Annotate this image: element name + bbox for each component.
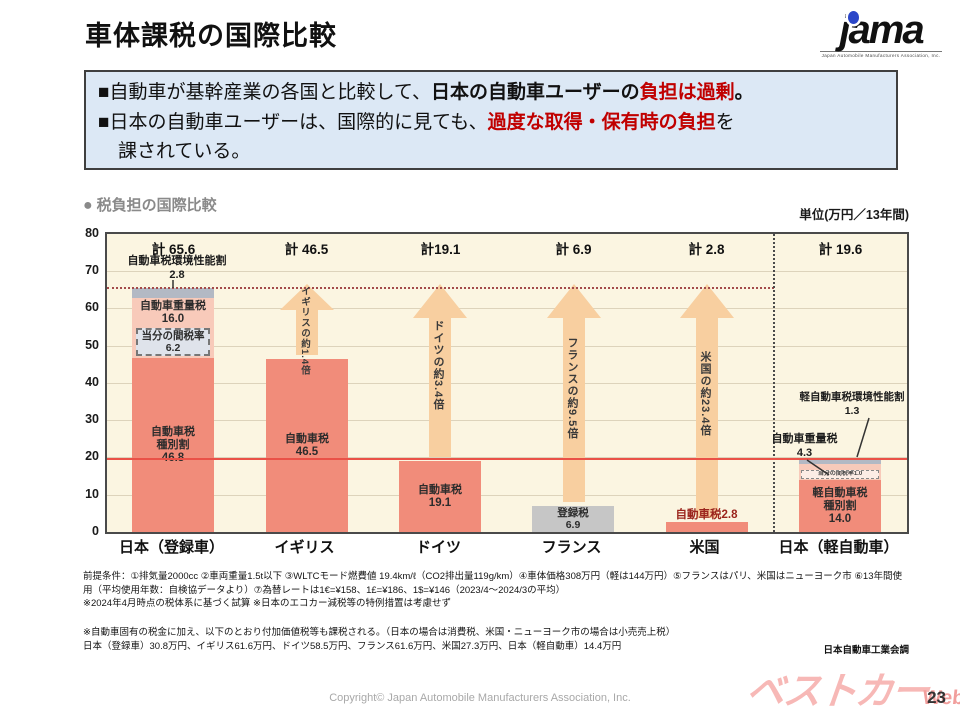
total-kei: 計 19.6 [818,242,863,257]
bar-germany: 自動車税 19.1 [399,461,481,532]
gridline-70 [107,271,907,272]
temporary-rate-note: 当分の間税率 6.2 [136,328,210,356]
total-france: 計 6.9 [555,242,592,257]
segment-vehicle-tax: 自動車税 種別割 46.8 [132,358,214,532]
arrow-head-icon [547,284,601,318]
total-us: 計 2.8 [688,242,725,257]
gridline-60 [107,308,907,309]
xlabel-japan-kei: 日本（軽自動車） [778,539,899,556]
jama-logo-text: jama [839,8,924,52]
kei-section-separator [773,234,775,532]
pointer-line-kei-env [856,417,870,458]
ytick-60: 60 [85,300,99,314]
xlabel-uk: イギリス [274,539,335,556]
ytick-70: 70 [85,263,99,277]
arrow-shaft [563,318,585,502]
annotation-kei-weight-tax: 自動車重量税 4.3 [771,433,838,459]
gridline-40 [107,383,907,384]
segment-registration-tax: 登録税 6.9 [532,506,614,532]
page-title: 車体課税の国際比較 [85,21,337,51]
bar-france: 登録税 6.9 [532,506,614,532]
arrow-shaft [296,310,318,355]
copyright-text: Copyright© Japan Automobile Manufacturer… [329,692,631,704]
segment-vehicle-tax: 自動車税 19.1 [399,461,481,532]
xlabel-japan-registered: 日本（登録車） [118,539,224,556]
ytick-80: 80 [85,226,99,240]
segment-weight-tax: 自動車重量税 16.0 当分の間税率 6.2 [132,298,214,358]
chart-heading: ● 税負担の国際比較 [83,197,217,214]
summary-box: ■自動車が基幹産業の各国と比較して、日本の自動車ユーザーの負担は過剰。 ■日本の… [84,70,898,170]
ytick-50: 50 [85,338,99,352]
segment-weight-tax: 当分の間税率1.0 [799,464,881,480]
multiplier-label-germany: ドイツの約3.4倍 [432,320,444,411]
bar-japan-registered: 自動車重量税 16.0 当分の間税率 6.2 自動車税 種別割 46.8 [132,288,214,532]
multiplier-label-france: フランスの約9.5倍 [566,337,578,440]
segment-vehicle-tax: 自動車税 46.5 [266,359,348,532]
multiplier-arrow-france [547,284,601,502]
segment-env-tax [799,459,881,464]
ytick-40: 40 [85,375,99,389]
ytick-10: 10 [85,487,99,501]
bar-japan-kei: 当分の間税率1.0 軽自動車税 種別割 14.0 [799,459,881,532]
gridline-10 [107,495,907,496]
total-japan: 計 65.6 [151,242,196,257]
xlabel-france: フランス [541,539,602,556]
chart-notes-preconditions: 前提条件：①排気量2000cc ②車両重量1.5t以下 ③WLTCモード燃費値 … [83,571,902,609]
xlabel-us: 米国 [689,539,720,556]
jama-logo: jama Japan Automobile Manufacturers Asso… [820,10,942,58]
circle-bullet-icon: ● [83,197,93,214]
bestcar-logo-text: ベストカー [744,671,930,713]
summary-line-1: ■自動車が基幹産業の各国と比較して、日本の自動車ユーザーの負担は過剰。 [98,82,754,103]
arrow-head-icon [680,284,734,318]
temporary-rate-note-mini: 当分の間税率1.0 [801,470,879,479]
summary-line-2: ■日本の自動車ユーザーは、国際的に見ても、過度な取得・保有時の負担を [98,111,735,133]
refline-japan-total [107,287,774,289]
chart-source: 日本自動車工業会調 [823,645,909,656]
arrow-head-icon [413,284,467,318]
unit-label: 単位(万円／13年間) [799,208,909,222]
multiplier-label-us: 米国の約23.4倍 [699,351,711,437]
bar-us [666,522,748,532]
ytick-0: 0 [92,524,99,538]
summary-line-3: 課されている。 [118,141,251,162]
us-bar-label: 自動車税2.8 [675,509,738,521]
chart-section: ● 税負担の国際比較 単位(万円／13年間) 0 10 20 30 40 50 6… [75,192,915,662]
chart-notes-vat: ※自動車固有の税金に加え、以下のとおり付加価値税等も課税される。（日本の場合は消… [83,627,676,652]
xlabel-germany: ドイツ [415,539,461,556]
annotation-japan-env-tax: 自動車税環境性能割 2.8 [127,255,227,281]
ytick-30: 30 [85,412,99,426]
gridline-20 [107,457,907,458]
page-number: 23 [927,688,946,707]
bar-uk: 自動車税 46.5 [266,359,348,532]
ytick-20: 20 [85,449,99,463]
gridline-30 [107,420,907,421]
arrow-shaft [429,318,451,457]
multiplier-label-uk: イギリスの約1.4倍 [299,286,310,376]
arrow-shaft [696,318,718,518]
segment-vehicle-tax [666,522,748,532]
jama-blue-dot-icon [848,11,860,24]
plot-area: 0 10 20 30 40 50 60 70 80 計 65.6 計 46.5 … [85,226,909,538]
segment-env-tax [132,288,214,298]
refline-kei-total [107,458,907,460]
multiplier-arrow-us [680,284,734,518]
annotation-kei-env-tax: 軽自動車税環境性能割 1.3 [799,391,905,417]
total-germany: 計19.1 [420,242,461,257]
segment-kei-vehicle-tax: 軽自動車税 種別割 14.0 [799,480,881,532]
multiplier-arrow-germany [413,284,467,457]
gridline-50 [107,346,907,347]
total-uk: 計 46.5 [284,242,329,257]
jama-logo-subtext: Japan Automobile Manufacturers Associati… [820,51,942,58]
